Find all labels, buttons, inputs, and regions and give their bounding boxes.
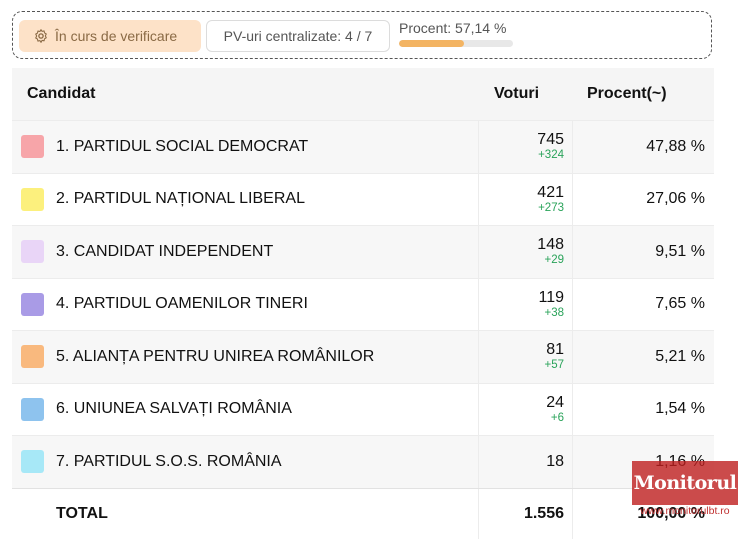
votes-cell: 24 +6 [479, 383, 573, 435]
progress-label: Procent: 57,14 % [399, 20, 507, 36]
votes-cell: 18 [479, 436, 573, 488]
total-label: TOTAL [12, 488, 479, 539]
watermark-url: www.monitorulbt.ro [640, 505, 730, 517]
candidate-name: 1. PARTIDUL SOCIAL DEMOCRAT [56, 137, 309, 155]
votes-value: 119 [538, 288, 564, 306]
total-row: TOTAL 1.556 100,00 % [12, 487, 714, 539]
candidate-cell: 1. PARTIDUL SOCIAL DEMOCRAT [12, 121, 479, 173]
gear-icon [35, 29, 47, 43]
progress-fill [399, 40, 465, 47]
votes-value: 81 [546, 341, 564, 359]
party-color-swatch [21, 292, 44, 316]
votes-delta: +6 [550, 411, 564, 424]
progress-indicator: Procent: 57,14 % [399, 20, 517, 47]
votes-delta: +273 [538, 201, 564, 214]
candidate-name: 6. UNIUNEA SALVAȚI ROMÂNIA [56, 400, 292, 418]
votes-cell: 119 +38 [479, 278, 573, 330]
votes-cell: 81 +57 [479, 331, 573, 383]
votes-value: 24 [546, 393, 564, 411]
results-table: Candidat Voturi Procent(~) 1. PARTIDUL S… [12, 68, 714, 539]
status-badge-label: În curs de verificare [55, 28, 178, 44]
table-row: 4. PARTIDUL OAMENILOR TINERI 119 +38 7,65 % [12, 277, 714, 330]
candidate-cell: 4. PARTIDUL OAMENILOR TINERI [12, 278, 479, 330]
votes-value: 421 [537, 183, 564, 201]
verification-status-badge: În curs de verificare [19, 20, 201, 52]
votes-cell: 745 +324 [479, 121, 573, 173]
candidate-name: 3. CANDIDAT INDEPENDENT [56, 242, 274, 260]
pv-count-badge: PV-uri centralizate: 4 / 7 [206, 20, 390, 52]
candidate-cell: 7. PARTIDUL S.O.S. ROMÂNIA [12, 436, 479, 488]
party-color-swatch [21, 450, 44, 474]
party-color-swatch [21, 135, 44, 159]
votes-delta: +38 [544, 306, 564, 319]
votes-cell: 148 +29 [479, 226, 573, 278]
total-votes: 1.556 [479, 488, 573, 539]
table-row: 7. PARTIDUL S.O.S. ROMÂNIA181,16 % [12, 435, 714, 488]
candidate-name: 5. ALIANȚA PENTRU UNIREA ROMÂNILOR [56, 347, 375, 365]
votes-value: 745 [537, 131, 564, 149]
candidate-name: 7. PARTIDUL S.O.S. ROMÂNIA [56, 452, 282, 470]
party-color-swatch [21, 345, 44, 369]
votes-delta: +29 [544, 254, 564, 267]
total-percent: 100,00 % [637, 504, 705, 522]
votes-value: 18 [546, 452, 564, 470]
percent-cell: 5,21 % [655, 347, 705, 365]
percent-cell: 1,54 % [655, 400, 705, 418]
party-color-swatch [21, 397, 44, 421]
candidate-cell: 2. PARTIDUL NAȚIONAL LIBERAL [12, 173, 479, 225]
header-candidate: Candidat [27, 85, 96, 102]
votes-delta: +57 [544, 359, 564, 372]
table-row: 1. PARTIDUL SOCIAL DEMOCRAT 745 +324 47,88 … [12, 120, 714, 173]
header-votes: Voturi [494, 85, 540, 102]
watermark-logo: Monitorul www.monitorulbt.ro [632, 461, 738, 521]
candidate-cell: 5. ALIANȚA PENTRU UNIREA ROMÂNILOR [12, 331, 479, 383]
votes-value: 148 [537, 236, 564, 254]
votes-delta: +324 [538, 149, 564, 162]
party-color-swatch [21, 240, 44, 264]
percent-cell: 9,51 % [655, 242, 705, 260]
percent-cell: 47,88 % [646, 137, 705, 155]
votes-cell: 421 +273 [479, 173, 573, 225]
party-color-swatch [21, 187, 44, 211]
total-votes-value: 1.556 [523, 504, 564, 522]
table-header: Candidat Voturi Procent(~) [12, 68, 714, 120]
table-row: 2. PARTIDUL NAȚIONAL LIBERAL 421 +273 27,06… [12, 172, 714, 225]
candidate-name: 2. PARTIDUL NAȚIONAL LIBERAL [56, 190, 305, 208]
table-row: 6. UNIUNEA SALVAȚI ROMÂNIA 24 +6 1,54 % [12, 382, 714, 435]
percent-cell: 7,65 % [655, 295, 705, 313]
candidate-cell: 6. UNIUNEA SALVAȚI ROMÂNIA [12, 383, 479, 435]
header-percent: Procent(~) [587, 85, 667, 102]
candidate-name: 4. PARTIDUL OAMENILOR TINERI [56, 295, 308, 313]
status-bar: În curs de verificare PV-uri centralizat… [12, 11, 712, 59]
watermark-brand: Monitorul [632, 461, 738, 505]
percent-cell: 27,06 % [646, 190, 705, 208]
candidate-cell: 3. CANDIDAT INDEPENDENT [12, 226, 479, 278]
table-row: 5. ALIANȚA PENTRU UNIREA ROMÂNILOR 81 +57 5… [12, 330, 714, 383]
progress-track [399, 40, 513, 47]
table-body: 1. PARTIDUL SOCIAL DEMOCRAT 745 +324 47,88 … [12, 120, 714, 488]
table-row: 3. CANDIDAT INDEPENDENT 148 +29 9,51 % [12, 225, 714, 278]
